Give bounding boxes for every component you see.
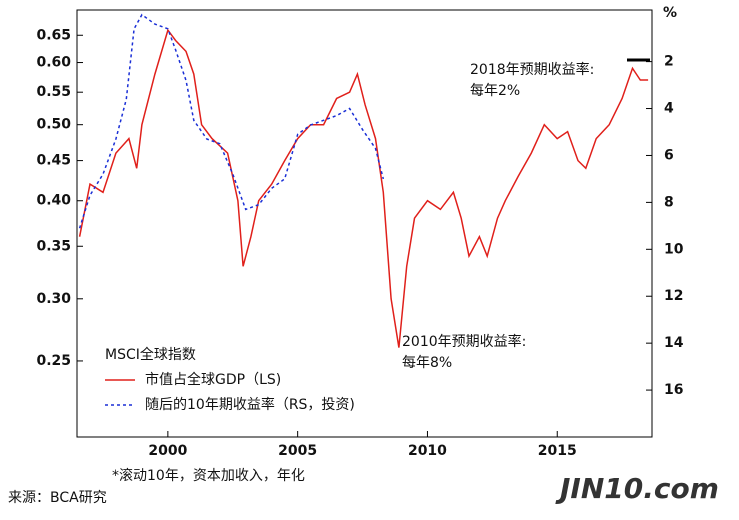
- annotation: 2010年预期收益率:: [402, 333, 526, 350]
- y-tick-label: 0.35: [36, 238, 71, 254]
- watermark: JIN10.com: [555, 472, 719, 505]
- series-line: [78, 28, 649, 348]
- y-tick-label: 0.40: [36, 193, 71, 209]
- y-tick-label: 0.45: [36, 153, 71, 169]
- x-tick-label: 2000: [148, 443, 187, 459]
- y2-tick-label: 14: [664, 335, 684, 351]
- y2-tick-label: 12: [664, 288, 683, 304]
- y2-tick-label: 10: [664, 241, 684, 257]
- x-tick-label: 2015: [538, 443, 577, 459]
- annotation: 2018年预期收益率:: [470, 61, 594, 78]
- footnote: *滚动10年，资本加收入，年化: [112, 467, 305, 484]
- y-tick-label: 0.60: [36, 55, 71, 71]
- x-tick-label: 2005: [278, 443, 317, 459]
- y2-tick-label: 6: [664, 147, 674, 163]
- plot-frame: [76, 9, 653, 438]
- y-tick-label: 0.65: [36, 27, 71, 43]
- source: 来源：BCA研究: [8, 490, 107, 506]
- y2-tick-label: 2: [664, 54, 674, 70]
- x-tick-label: 2010: [408, 443, 447, 459]
- y-tick-label: 0.30: [36, 291, 71, 307]
- legend-title: MSCI全球指数: [105, 346, 196, 363]
- annotation: 每年8%: [402, 355, 452, 371]
- y2-tick-label: 16: [664, 382, 683, 398]
- y2-tick-label: 8: [664, 194, 674, 210]
- legend-label: 随后的10年期收益率（RS，投资): [145, 396, 355, 413]
- y-tick-label: 0.25: [36, 353, 71, 369]
- y2-tick-label: 4: [664, 101, 674, 117]
- annotation: 每年2%: [470, 83, 520, 99]
- legend-label: 市值占全球GDP（LS): [145, 371, 281, 388]
- y-tick-label: 0.50: [36, 117, 71, 133]
- y-tick-label: 0.55: [36, 84, 71, 100]
- series-line: [78, 13, 385, 229]
- y2-unit: %: [663, 5, 677, 21]
